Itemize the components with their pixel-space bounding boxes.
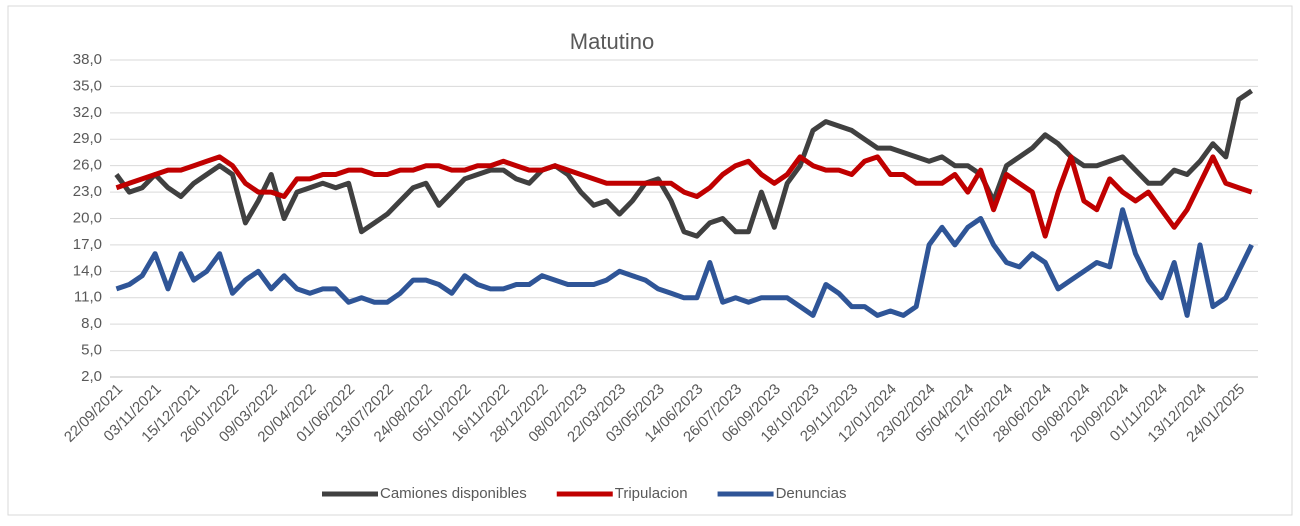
y-tick-label: 14,0 (73, 262, 102, 279)
series-line (115, 154, 1253, 239)
legend-label: Denuncias (776, 485, 847, 502)
y-tick-label: 11,0 (74, 289, 102, 306)
y-tick-label: 38,0 (73, 51, 102, 68)
y-tick-label: 5,0 (81, 342, 102, 359)
chart-title: Matutino (570, 29, 654, 54)
series-line (114, 88, 1254, 239)
series-line (115, 207, 1254, 318)
y-tick-label: 23,0 (73, 183, 102, 200)
y-tick-label: 20,0 (73, 209, 102, 226)
y-tick-label: 35,0 (73, 77, 102, 94)
y-tick-label: 32,0 (73, 104, 102, 121)
y-tick-label: 17,0 (73, 236, 102, 253)
legend-label: Camiones disponibles (380, 485, 527, 502)
y-tick-label: 26,0 (73, 157, 102, 174)
legend-label: Tripulacion (615, 485, 688, 502)
y-tick-label: 2,0 (81, 368, 102, 385)
y-tick-label: 29,0 (73, 130, 102, 147)
y-tick-label: 8,0 (81, 315, 102, 332)
